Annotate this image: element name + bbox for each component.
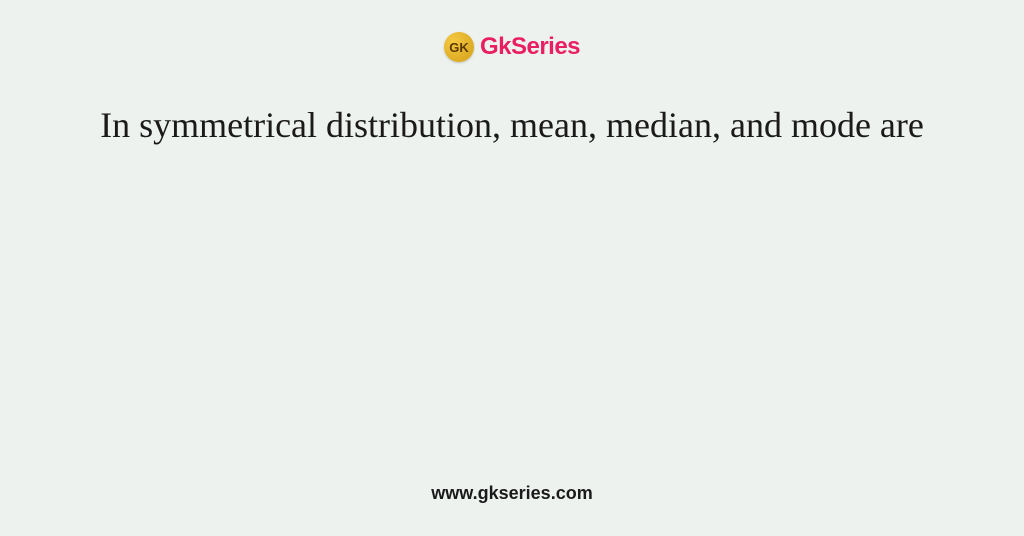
logo-badge: GK xyxy=(444,32,474,62)
question-text: In symmetrical distribution, mean, media… xyxy=(0,62,1024,149)
footer-url: www.gkseries.com xyxy=(0,483,1024,504)
logo-container: GK GkSeries xyxy=(0,0,1024,62)
logo-brand-text: GkSeries xyxy=(480,33,580,61)
logo-badge-text: GK xyxy=(449,40,469,55)
